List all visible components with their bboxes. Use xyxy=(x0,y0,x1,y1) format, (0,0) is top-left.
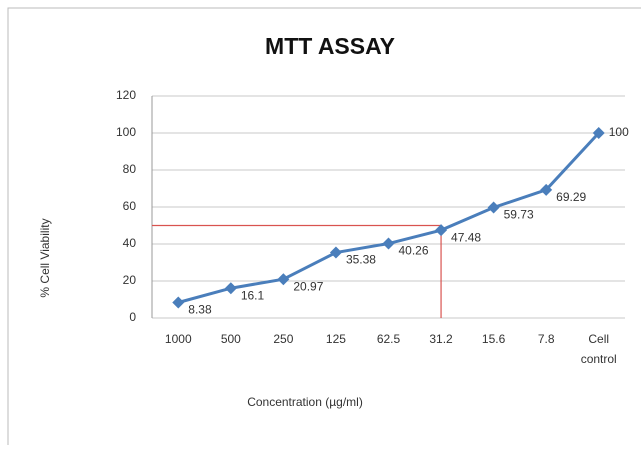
marker xyxy=(487,201,500,214)
marker xyxy=(382,237,395,250)
data-label: 20.97 xyxy=(293,279,323,293)
marker xyxy=(435,224,448,237)
y-tick-label: 120 xyxy=(116,88,136,102)
x-tick-label: 7.8 xyxy=(538,332,555,346)
data-label: 8.38 xyxy=(188,303,212,317)
marker xyxy=(592,127,605,139)
x-tick-label: 1000 xyxy=(165,332,192,346)
y-tick-label: 40 xyxy=(123,236,137,250)
data-label: 40.26 xyxy=(399,244,429,258)
x-tick-label: 15.6 xyxy=(482,332,506,346)
data-label: 100 xyxy=(609,125,629,139)
chart-border xyxy=(7,7,641,449)
marker xyxy=(540,183,553,196)
x-tick-label: 125 xyxy=(326,332,346,346)
marker xyxy=(224,282,237,295)
x-tick-label: 250 xyxy=(273,332,293,346)
chart-title: MTT ASSAY xyxy=(265,33,395,59)
data-label: 35.38 xyxy=(346,253,376,267)
marker xyxy=(172,296,185,309)
x-tick-label: 500 xyxy=(221,332,241,346)
y-tick-label: 20 xyxy=(123,273,137,287)
data-label: 47.48 xyxy=(451,230,481,244)
y-tick-label: 80 xyxy=(123,162,137,176)
x-tick-label: 62.5 xyxy=(377,332,401,346)
x-tick-label: Cell control xyxy=(581,332,617,366)
y-tick-label: 0 xyxy=(129,310,136,324)
x-tick-label: 31.2 xyxy=(429,332,453,346)
marker xyxy=(277,273,290,286)
x-axis-label: Concentration (µg/ml) xyxy=(247,395,363,409)
marker xyxy=(329,246,342,259)
data-label: 69.29 xyxy=(556,190,586,204)
y-tick-label: 100 xyxy=(116,125,136,139)
data-label: 59.73 xyxy=(504,208,534,222)
y-tick-label: 60 xyxy=(123,199,137,213)
data-label: 16.1 xyxy=(241,288,265,302)
y-axis-label: % Cell Viability xyxy=(38,218,52,297)
